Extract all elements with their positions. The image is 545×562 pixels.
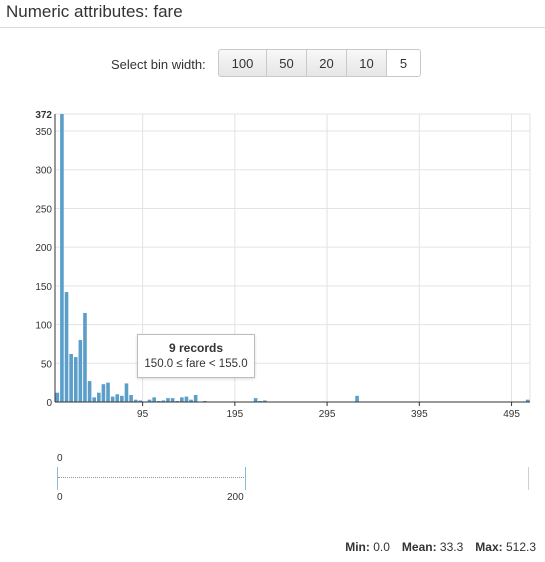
y-tick-label: 350	[35, 127, 52, 138]
bin-width-selector: 100 50 20 10 5	[218, 49, 421, 77]
histogram-bar	[193, 395, 198, 402]
histogram-bar	[106, 382, 110, 402]
histogram-bar	[115, 394, 120, 402]
y-tick-label: 0	[46, 398, 52, 409]
brush-max-label: 200	[227, 492, 244, 503]
page-title: Numeric attributes: fare	[6, 2, 183, 21]
histogram-bar	[525, 399, 530, 402]
bin-50-button[interactable]: 50	[267, 49, 307, 77]
histogram-bar	[180, 397, 184, 402]
x-tick-label: 95	[137, 409, 149, 420]
histogram-bar	[73, 357, 78, 402]
stat-mean-label: Mean:	[401, 540, 437, 554]
histogram-bar	[263, 400, 267, 402]
bin-100-button[interactable]: 100	[218, 49, 267, 77]
histogram-bar	[92, 397, 97, 402]
histogram-bar	[55, 392, 60, 402]
y-tick-label: 372	[35, 110, 52, 121]
stat-max-label: Max:	[475, 540, 503, 554]
y-tick-label: 100	[35, 321, 52, 332]
histogram-bar	[147, 399, 152, 402]
histogram-bar	[87, 381, 92, 402]
x-tick-label: 395	[411, 409, 428, 420]
histogram-bar	[69, 354, 73, 402]
stat-max: Max: 512.3	[475, 540, 536, 554]
x-tick-label: 195	[227, 409, 244, 420]
bar-tooltip: 9 records 150.0 ≤ fare < 155.0	[137, 334, 255, 378]
brush-range-line[interactable]	[58, 477, 246, 478]
histogram-bar	[189, 399, 193, 402]
brush-left-handle[interactable]	[57, 467, 58, 490]
histogram-bar	[97, 392, 101, 402]
tooltip-range: 150.0 ≤ fare < 155.0	[144, 358, 248, 370]
brush-min-label: 0	[57, 492, 63, 503]
histogram-bar	[161, 400, 166, 402]
histogram-bar	[110, 396, 115, 402]
stat-mean-value: 33.3	[439, 540, 464, 554]
histogram-bar	[60, 114, 64, 402]
fare-histogram: 0 50 100 150 200 250 300 350 372 95 195 295 395 495	[35, 110, 531, 420]
histogram-bar	[138, 400, 143, 402]
histogram-bar	[184, 396, 189, 402]
histogram-bar	[78, 340, 83, 402]
title-divider	[0, 27, 545, 28]
brush-right-handle[interactable]	[245, 467, 246, 490]
y-tick-label: 250	[35, 204, 52, 215]
x-tick-label: 295	[319, 409, 336, 420]
y-tick-label: 300	[35, 166, 52, 177]
histogram-bar	[152, 397, 156, 402]
stat-min-label: Min:	[345, 540, 370, 554]
histogram-bar	[166, 398, 170, 402]
histogram-bar	[64, 292, 69, 402]
y-tick-label: 50	[41, 359, 53, 370]
histogram-bar	[124, 383, 129, 402]
stat-min: Min: 0.0	[345, 540, 390, 554]
bin-width-label: Select bin width:	[111, 57, 206, 72]
y-tick-label: 200	[35, 243, 52, 254]
histogram-bar	[355, 395, 359, 402]
tooltip-count: 9 records	[168, 341, 224, 355]
stat-min-value: 0.0	[373, 540, 390, 554]
histogram-bar	[101, 384, 106, 402]
x-tick-label: 495	[503, 409, 520, 420]
bin-5-button[interactable]: 5	[387, 49, 421, 77]
brush-top-label: 0	[57, 453, 63, 464]
stat-max-value: 512.3	[505, 540, 536, 554]
bin-10-button[interactable]: 10	[347, 49, 387, 77]
histogram-bar	[120, 395, 124, 402]
histogram-bar	[133, 399, 138, 402]
histogram-bar	[253, 398, 258, 402]
brush-end-marker	[528, 467, 529, 490]
y-tick-label: 150	[35, 282, 52, 293]
histogram-bar	[170, 398, 175, 402]
histogram-bar	[129, 395, 133, 402]
summary-stats: Min: 0.0 Mean: 33.3 Max: 512.3	[345, 540, 536, 554]
histogram-bar	[83, 312, 87, 402]
stat-mean: Mean: 33.3	[402, 540, 463, 554]
bin-20-button[interactable]: 20	[307, 49, 347, 77]
